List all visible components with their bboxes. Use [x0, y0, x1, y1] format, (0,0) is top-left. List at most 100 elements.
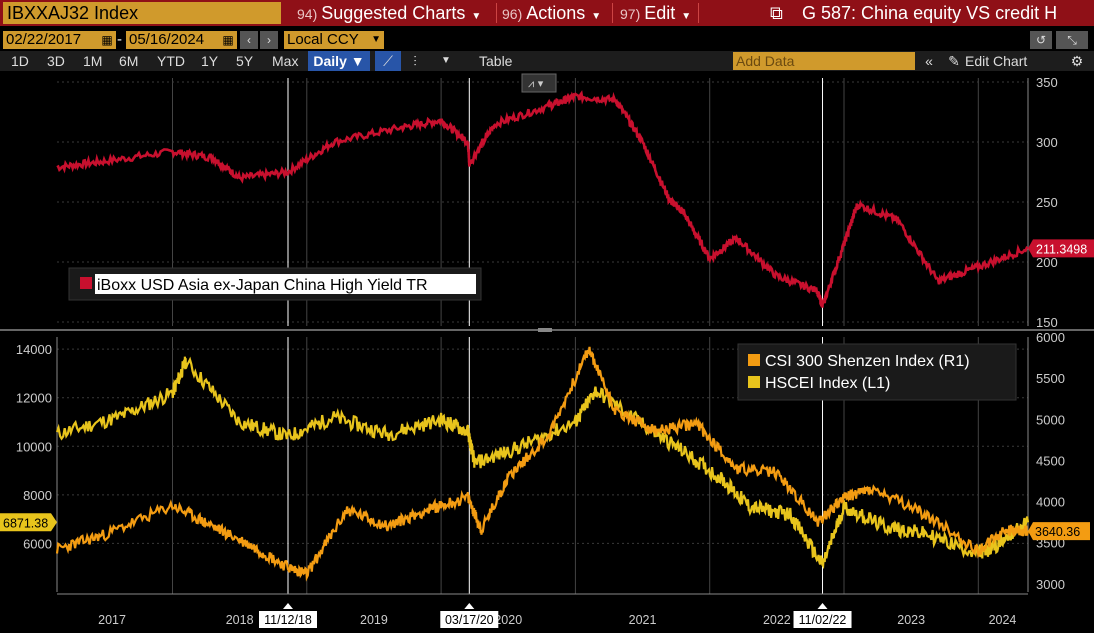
x-tick-label: 2019	[360, 613, 388, 627]
last-value-badge	[1028, 239, 1094, 258]
series-line-hscei	[55, 356, 1030, 570]
line-chart-icon[interactable]: ⟋	[375, 51, 401, 71]
legend-box	[737, 343, 1017, 401]
range-5y[interactable]: 5Y	[236, 53, 254, 69]
legend-swatch	[80, 277, 92, 289]
series-line-iboxx	[56, 90, 1029, 308]
menu-label: Actions	[526, 3, 586, 23]
gear-icon[interactable]: ⚙	[1070, 53, 1084, 69]
next-period-icon[interactable]: ›	[260, 31, 278, 49]
currency-value: Local CCY	[287, 31, 359, 48]
legend-label-hscei: HSCEI Index (L1)	[765, 375, 890, 392]
divider	[698, 3, 699, 23]
undo-icon[interactable]: ↺	[1030, 31, 1052, 49]
caret-down-icon: ▼	[681, 11, 692, 22]
date-flag-box	[793, 611, 852, 628]
divider	[612, 3, 613, 23]
left-y-tick-label: 14000	[16, 342, 52, 357]
legend-highlight	[95, 274, 476, 294]
legend-label: iBoxx USD Asia ex-Japan China High Yield…	[97, 277, 428, 294]
x-tick-label: 2023	[897, 613, 925, 627]
menu-number: 94)	[297, 6, 318, 22]
panel-resize-handle	[538, 328, 552, 332]
x-tick-label: 2024	[989, 613, 1017, 627]
y-tick-label: 350	[1036, 75, 1058, 90]
bar-chart-icon[interactable]: ⫶	[413, 53, 417, 69]
left-last-value-label: 6871.38	[3, 516, 48, 530]
chart-mini-button	[521, 73, 557, 93]
y-tick-label: 250	[1036, 195, 1058, 210]
date-separator: -	[117, 31, 122, 48]
left-y-tick-label: 12000	[16, 391, 52, 406]
date-flag-box	[440, 611, 499, 628]
date-flag-marker	[464, 603, 475, 609]
x-axis-area	[0, 594, 1094, 633]
pencil-icon[interactable]: ✎	[948, 53, 960, 69]
frequency-select[interactable]: Daily ▼	[308, 51, 370, 71]
frequency-value: Daily	[313, 53, 347, 69]
range-1y[interactable]: 1Y	[201, 53, 219, 69]
caret-down-icon: ▼	[371, 34, 381, 45]
menu-label: Suggested Charts	[321, 3, 466, 23]
currency-select[interactable]: Local CCY ▼	[284, 31, 384, 49]
x-tick-label: 2018	[226, 613, 254, 627]
x-tick-label: 2021	[629, 613, 657, 627]
edit-menu[interactable]: 97) Edit ▼	[620, 0, 691, 26]
calendar-icon[interactable]: ▦	[219, 31, 237, 49]
y-tick-label: 200	[1036, 255, 1058, 270]
open-external-icon[interactable]: ⧉	[770, 3, 783, 23]
start-date-field[interactable]: 02/22/2017	[3, 31, 99, 49]
header-bar: IBXXAJ32 Index 94) Suggested Charts ▼ 96) A…	[0, 0, 1094, 26]
ticker-field[interactable]: IBXXAJ32 Index	[3, 2, 281, 24]
chart-title: G 587: China equity VS credit H	[802, 3, 1058, 23]
calendar-icon[interactable]: ▦	[98, 31, 116, 49]
right-y-tick-label: 5000	[1036, 412, 1065, 427]
right-y-tick-label: 3000	[1036, 577, 1065, 592]
end-date-field[interactable]: 05/16/2024	[126, 31, 220, 49]
zoom-out-icon[interactable]: ⤡	[1056, 31, 1088, 49]
x-tick-label: 2022	[763, 613, 791, 627]
right-y-tick-label: 6000	[1036, 330, 1065, 345]
date-flag-label: 03/17/20	[445, 613, 494, 627]
date-flag-label: 11/02/22	[799, 613, 847, 627]
range-1m[interactable]: 1M	[83, 53, 103, 69]
range-3d[interactable]: 3D	[47, 53, 65, 69]
x-tick-label: 2017	[98, 613, 126, 627]
x-tick-label: 2020	[494, 613, 522, 627]
collapse-icon[interactable]: «	[925, 53, 933, 69]
range-max[interactable]: Max	[272, 53, 299, 69]
left-y-tick-label: 10000	[16, 439, 52, 454]
caret-down-icon: ▼	[591, 11, 602, 22]
series-line-csi300	[55, 346, 1030, 582]
chart-mini-icon: ⩘ ▾	[528, 77, 544, 90]
edit-chart-button[interactable]: Edit Chart	[965, 53, 1028, 69]
menu-number: 96)	[502, 6, 523, 22]
legend-swatch-csi300	[748, 354, 760, 366]
right-y-tick-label: 5500	[1036, 371, 1065, 386]
left-last-value-badge	[0, 513, 57, 532]
menu-number: 97)	[620, 6, 641, 22]
legend-label-csi300: CSI 300 Shenzen Index (R1)	[765, 353, 970, 370]
add-data-input[interactable]: Add Data	[733, 52, 915, 70]
actions-menu[interactable]: 96) Actions ▼	[502, 0, 601, 26]
suggested-charts-menu[interactable]: 94) Suggested Charts ▼	[297, 0, 481, 26]
right-y-tick-label: 4500	[1036, 453, 1065, 468]
legend-swatch-hscei	[748, 376, 760, 388]
date-flag-marker	[282, 603, 293, 609]
y-tick-label: 150	[1036, 315, 1058, 330]
right-last-value-badge	[1028, 522, 1090, 541]
menu-label: Edit	[644, 3, 676, 23]
range-ytd[interactable]: YTD	[157, 53, 185, 69]
caret-down-icon: ▼	[471, 11, 482, 22]
prev-period-icon[interactable]: ‹	[240, 31, 258, 49]
chart-type-caret-icon[interactable]: ▼	[441, 55, 451, 66]
range-1d[interactable]: 1D	[11, 53, 29, 69]
y-tick-label: 300	[1036, 135, 1058, 150]
date-flag-label: 11/12/18	[264, 613, 312, 627]
divider	[496, 3, 497, 23]
add-data-placeholder: Add Data	[736, 53, 795, 69]
right-y-tick-label: 4000	[1036, 495, 1065, 510]
range-6m[interactable]: 6M	[119, 53, 139, 69]
table-button[interactable]: Table	[479, 53, 513, 69]
